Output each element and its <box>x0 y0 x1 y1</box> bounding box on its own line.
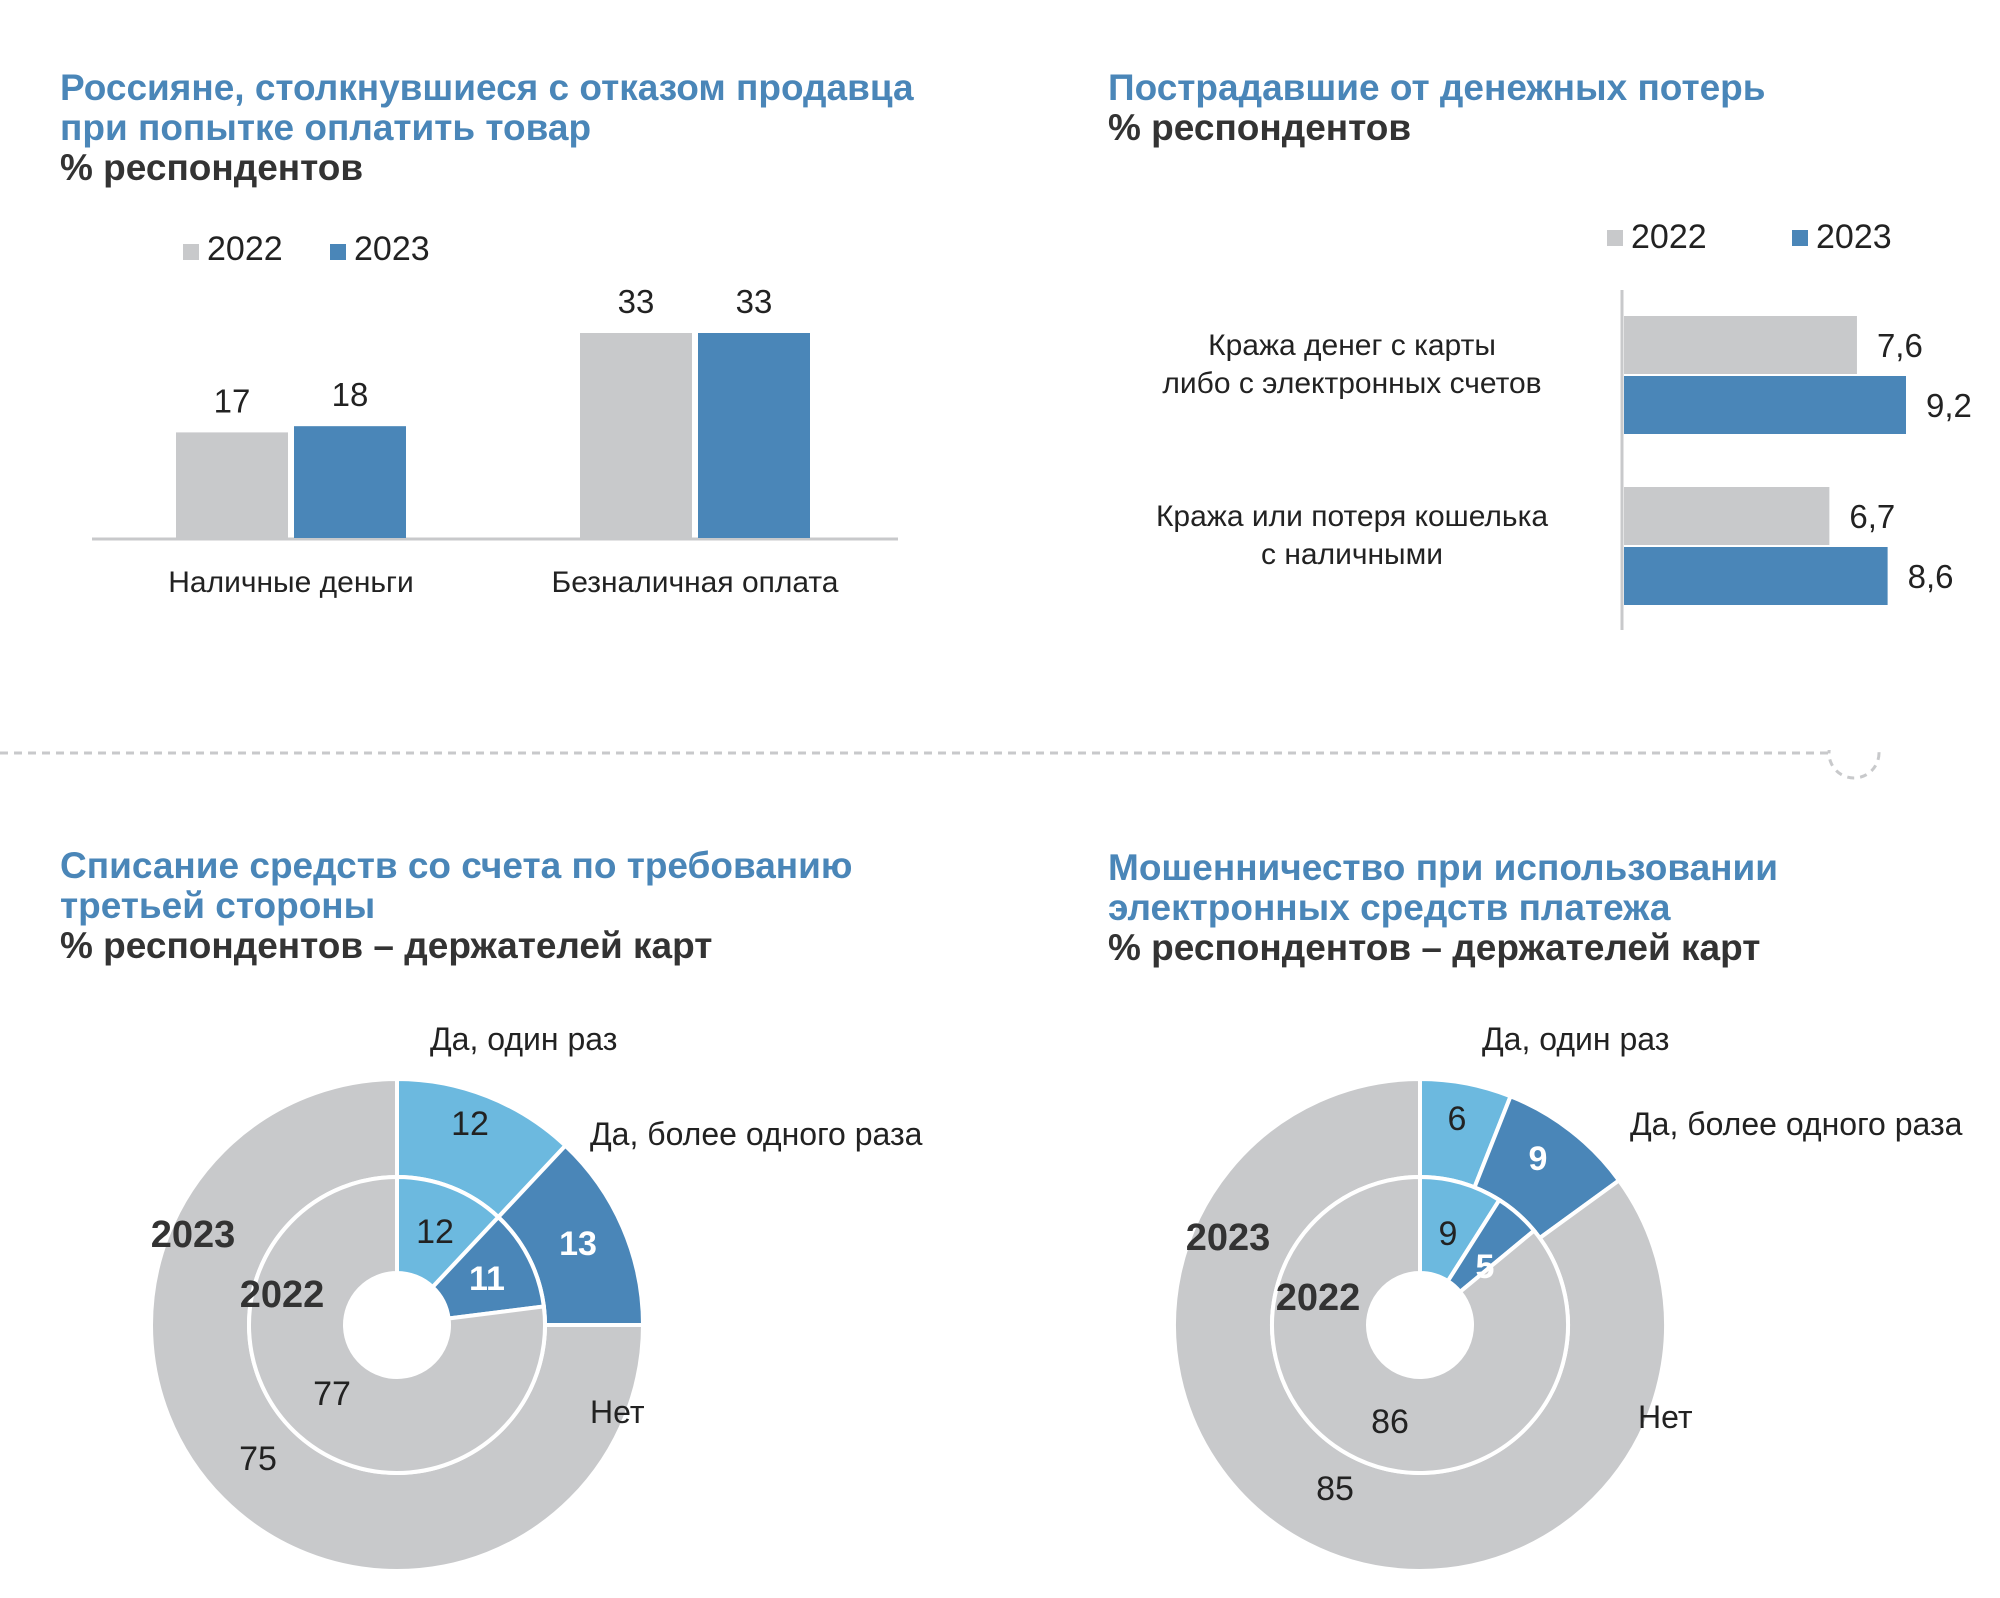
donut-slice-2022-1 <box>395 1174 502 1290</box>
bar-2023-1 <box>1624 376 1906 434</box>
bar-2022-2 <box>580 333 692 538</box>
slice-category-label-3: Нет <box>590 1394 645 1430</box>
bar-2023-1 <box>294 426 406 538</box>
chart1-title-line1: Россияне, столкнувшиеся с отказом продав… <box>60 67 914 108</box>
bar-2022-2 <box>1624 487 1830 545</box>
bar-2023-2 <box>698 333 810 538</box>
ring-label-2022: 2022 <box>240 1274 325 1316</box>
value-label-2023-1: 6 <box>1448 1100 1467 1138</box>
value-label-2022-1: 12 <box>416 1213 454 1251</box>
slice-category-label-2: Да, более одного раза <box>1630 1106 1963 1142</box>
bar-2022-1 <box>176 432 288 538</box>
value-label-2022-2: 11 <box>469 1260 505 1298</box>
value-label-2022-2: 5 <box>1476 1248 1495 1286</box>
legend-swatch-2023 <box>1792 230 1808 246</box>
value-label-2023-2: 9 <box>1529 1140 1548 1178</box>
legend-swatch-2023 <box>330 244 346 260</box>
chart4-subtitle: % респондентов – держателей карт <box>1108 927 1761 968</box>
donut-slice-2022-3 <box>1270 1174 1570 1475</box>
legend-swatch-2022 <box>1607 230 1623 246</box>
chart2-subtitle: % респондентов <box>1108 107 1412 148</box>
chart4-title-line1: Мошенничество при использовании <box>1108 847 1779 888</box>
legend-label-2022: 2022 <box>1631 218 1707 256</box>
ring-label-2022: 2022 <box>1276 1277 1361 1319</box>
legend-label-2022: 2022 <box>207 230 283 268</box>
slice-category-label-3: Нет <box>1638 1399 1693 1435</box>
donut-slice-2022-2 <box>429 1214 547 1321</box>
value-label-2023-3: 85 <box>1316 1470 1354 1508</box>
data-label-2022-1: 7,6 <box>1877 327 1923 364</box>
slice-category-label-1: Да, один раз <box>1482 1021 1669 1057</box>
value-label-2023-2: 13 <box>559 1225 597 1263</box>
chart1-cash-refusal: 2022 2023 17 18 Наличные деньги 33 33 Безналичн… <box>92 230 898 599</box>
data-label-2022-1: 17 <box>214 382 251 419</box>
data-label-2022-2: 6,7 <box>1849 498 1895 535</box>
chart3-subtitle: % респондентов – держателей карт <box>60 925 713 966</box>
chart4-title-line2: электронных средств платежа <box>1108 887 1671 928</box>
bar-2023-2 <box>1624 547 1888 605</box>
data-label-2023-1: 18 <box>332 376 369 413</box>
chart1-subtitle: % респондентов <box>60 147 364 188</box>
chart3-title-line1: Списание средств со счета по требованию <box>60 845 853 886</box>
category-label-1: Наличные деньги <box>168 566 413 599</box>
slice-category-label-1: Да, один раз <box>430 1021 617 1057</box>
value-label-2023-3: 75 <box>239 1440 277 1478</box>
data-label-2023-1: 9,2 <box>1926 387 1972 424</box>
legend-label-2023: 2023 <box>1816 218 1892 256</box>
chart3-title-line2: третьей стороны <box>60 885 376 926</box>
category-label-2-line2: с наличными <box>1261 538 1443 571</box>
legend-swatch-2022 <box>183 244 199 260</box>
chart2-title: Пострадавшие от денежных потерь <box>1108 67 1766 108</box>
donut-slice-2022-3 <box>247 1174 547 1475</box>
value-label-2022-1: 9 <box>1439 1215 1458 1253</box>
ring-label-2023: 2023 <box>151 1214 236 1256</box>
data-label-2023-2: 33 <box>736 283 773 320</box>
ring-label-2023: 2023 <box>1186 1217 1271 1259</box>
value-label-2022-3: 86 <box>1371 1403 1409 1441</box>
bar-2022-1 <box>1624 316 1857 374</box>
value-label-2023-1: 12 <box>451 1105 489 1143</box>
slice-category-label-2: Да, более одного раза <box>590 1116 923 1152</box>
category-label-2: Безналичная оплата <box>552 566 839 599</box>
category-label-2-line1: Кража или потеря кошелька <box>1156 500 1548 533</box>
chart2-money-losses: 2022 2023 7,69,2 Кража денег с карты либо с … <box>1156 218 1972 630</box>
divider-dashed-circle <box>1827 750 1881 780</box>
section-divider <box>0 750 1881 780</box>
data-label-2023-2: 8,6 <box>1908 558 1954 595</box>
category-label-1-line2: либо с электронных счетов <box>1162 367 1541 400</box>
data-label-2022-2: 33 <box>618 283 655 320</box>
legend-label-2023: 2023 <box>354 230 430 268</box>
value-label-2022-3: 77 <box>313 1375 351 1413</box>
category-label-1-line1: Кража денег с карты <box>1208 329 1496 362</box>
chart1-title-line2: при попытке оплатить товар <box>60 107 592 148</box>
